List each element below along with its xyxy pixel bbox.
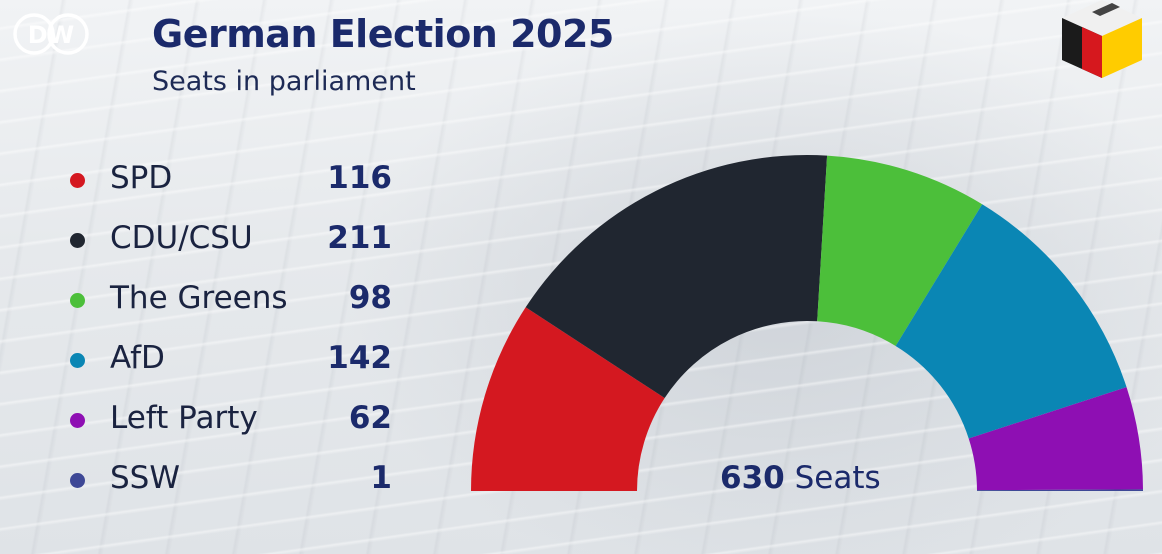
total-seats-number: 630 bbox=[720, 460, 785, 496]
total-seats-label: 630 Seats bbox=[720, 460, 881, 496]
legend-party-name: SPD bbox=[110, 160, 173, 196]
legend-party-name: AfD bbox=[110, 340, 165, 376]
legend-item-ssw: SSW 1 bbox=[70, 452, 400, 512]
legend-seat-count: 142 bbox=[327, 340, 392, 376]
dw-logo-icon: DW bbox=[13, 13, 89, 55]
legend-item-spd: SPD 116 bbox=[70, 152, 400, 212]
hemicycle-chart bbox=[471, 154, 1144, 491]
segment-left-party bbox=[968, 387, 1143, 491]
segment-spd bbox=[471, 307, 665, 491]
legend-party-name: The Greens bbox=[110, 280, 288, 316]
segment-cdu-csu bbox=[525, 154, 828, 399]
legend-item-afd: AfD 142 bbox=[70, 332, 400, 392]
legend-swatch bbox=[70, 473, 85, 488]
legend-party-name: CDU/CSU bbox=[110, 220, 253, 256]
legend-seat-count: 1 bbox=[370, 460, 392, 496]
legend-item-left-party: Left Party 62 bbox=[70, 392, 400, 452]
legend-item-cdu-csu: CDU/CSU 211 bbox=[70, 212, 400, 272]
legend-seat-count: 211 bbox=[327, 220, 392, 256]
logo-text: DW bbox=[28, 21, 74, 49]
legend-swatch bbox=[70, 353, 85, 368]
segment-afd bbox=[895, 204, 1127, 439]
legend: SPD 116 CDU/CSU 211 The Greens 98 AfD 142 Left P… bbox=[70, 152, 400, 512]
legend-seat-count: 116 bbox=[327, 160, 392, 196]
legend-swatch bbox=[70, 173, 85, 188]
legend-party-name: SSW bbox=[110, 460, 181, 496]
ballot-box-icon bbox=[1062, 0, 1142, 78]
legend-swatch bbox=[70, 413, 85, 428]
legend-swatch bbox=[70, 293, 85, 308]
chart-subtitle: Seats in parliament bbox=[152, 66, 416, 97]
legend-seat-count: 98 bbox=[348, 280, 392, 316]
legend-party-name: Left Party bbox=[110, 400, 258, 436]
segment-ssw bbox=[977, 489, 1144, 491]
legend-item-the-greens: The Greens 98 bbox=[70, 272, 400, 332]
legend-seat-count: 62 bbox=[348, 400, 392, 436]
chart-title: German Election 2025 bbox=[152, 12, 614, 56]
segment-the-greens bbox=[817, 155, 983, 346]
legend-swatch bbox=[70, 233, 85, 248]
total-seats-unit: Seats bbox=[794, 460, 881, 496]
